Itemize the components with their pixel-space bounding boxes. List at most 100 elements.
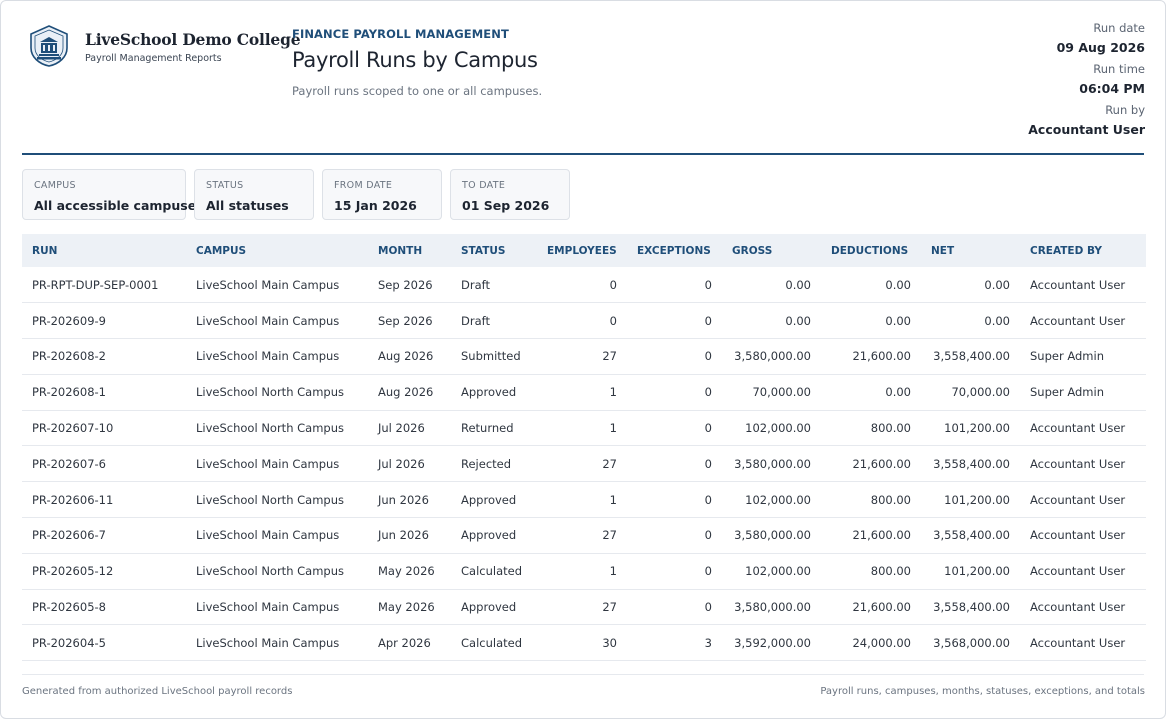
cell-campus: LiveSchool Main Campus	[186, 302, 368, 340]
cell-month: Sep 2026	[368, 267, 451, 304]
column-header-status[interactable]: STATUS	[451, 234, 537, 267]
footer-divider	[22, 674, 1144, 675]
cell-created-by: Accountant User	[1020, 553, 1146, 590]
run-by-value: Accountant User	[1028, 122, 1145, 137]
cell-run-id: PR-202608-1	[22, 374, 186, 411]
report-title-block: FINANCE PAYROLL MANAGEMENT Payroll Runs …	[292, 27, 542, 98]
filter-to-date: TO DATE 01 Sep 2026	[450, 169, 570, 220]
cell-created-by: Accountant User	[1020, 481, 1146, 519]
cell-created-by: Super Admin	[1020, 374, 1146, 411]
cell-run-id: PR-202607-6	[22, 445, 186, 483]
cell-campus: LiveSchool North Campus	[186, 410, 368, 447]
cell-created-by: Accountant User	[1020, 445, 1146, 483]
filter-status-value: All statuses	[206, 198, 289, 213]
cell-status: Rejected	[451, 445, 537, 483]
cell-created-by: Accountant User	[1020, 267, 1146, 304]
cell-month: Jul 2026	[368, 445, 451, 483]
filter-from-date: FROM DATE 15 Jan 2026	[322, 169, 442, 220]
payroll-runs-table: RUN CAMPUS MONTH STATUS EMPLOYEES EXCEPT…	[22, 234, 1146, 662]
cell-campus: LiveSchool Main Campus	[186, 624, 368, 662]
cell-run-id: PR-202605-8	[22, 589, 186, 626]
cell-gross: 3,580,000.00	[722, 338, 821, 375]
column-header-campus[interactable]: CAMPUS	[186, 234, 368, 267]
table-row[interactable]: PR-202606-7 LiveSchool Main Campus Jun 202…	[22, 517, 1146, 554]
table-row[interactable]: PR-202604-5 LiveSchool Main Campus Apr 202…	[22, 624, 1146, 662]
cell-gross: 3,592,000.00	[722, 624, 821, 662]
cell-campus: LiveSchool North Campus	[186, 374, 368, 411]
cell-status: Calculated	[451, 553, 537, 590]
table-row[interactable]: PR-202605-8 LiveSchool Main Campus May 202…	[22, 589, 1146, 626]
cell-employees: 1	[537, 410, 627, 447]
cell-status: Calculated	[451, 624, 537, 662]
cell-campus: LiveSchool Main Campus	[186, 517, 368, 554]
table-row[interactable]: PR-202608-1 LiveSchool North Campus Aug 20…	[22, 374, 1146, 411]
column-header-created-by[interactable]: CREATED BY	[1020, 234, 1146, 267]
cell-month: May 2026	[368, 553, 451, 590]
college-branding: LiveSchool Demo College Payroll Manageme…	[27, 24, 301, 68]
college-subtitle: Payroll Management Reports	[85, 53, 222, 64]
cell-gross: 0.00	[722, 267, 821, 304]
run-time-label: Run time	[1093, 62, 1145, 76]
column-header-exceptions[interactable]: EXCEPTIONS	[627, 234, 722, 267]
cell-run-id: PR-202604-5	[22, 624, 186, 662]
cell-status: Approved	[451, 517, 537, 554]
filter-campus-label: CAMPUS	[34, 180, 76, 191]
cell-created-by: Accountant User	[1020, 517, 1146, 554]
footer-scope-note: Payroll runs, campuses, months, statuses…	[820, 686, 1145, 697]
cell-exceptions: 0	[627, 445, 722, 483]
table-row[interactable]: PR-RPT-DUP-SEP-0001 LiveSchool Main Campu…	[22, 267, 1146, 304]
cell-deductions: 0.00	[821, 302, 921, 340]
table-row[interactable]: PR-202607-10 LiveSchool North Campus Jul 2…	[22, 410, 1146, 447]
school-crest-icon	[30, 25, 68, 67]
cell-exceptions: 0	[627, 553, 722, 590]
college-name: LiveSchool Demo College	[85, 30, 301, 49]
cell-gross: 3,580,000.00	[722, 445, 821, 483]
cell-deductions: 21,600.00	[821, 445, 921, 483]
cell-gross: 3,580,000.00	[722, 589, 821, 626]
filter-from-date-label: FROM DATE	[334, 180, 393, 191]
table-row[interactable]: PR-202606-11 LiveSchool North Campus Jun 2…	[22, 481, 1146, 519]
cell-status: Submitted	[451, 338, 537, 375]
cell-deductions: 0.00	[821, 374, 921, 411]
table-row[interactable]: PR-202605-12 LiveSchool North Campus May 2…	[22, 553, 1146, 590]
cell-gross: 102,000.00	[722, 553, 821, 590]
cell-net: 3,558,400.00	[921, 589, 1020, 626]
filter-to-date-value: 01 Sep 2026	[462, 198, 550, 213]
cell-created-by: Super Admin	[1020, 338, 1146, 375]
column-header-employees[interactable]: EMPLOYEES	[537, 234, 627, 267]
footer-source-note: Generated from authorized LiveSchool pay…	[22, 686, 293, 697]
cell-exceptions: 3	[627, 624, 722, 662]
cell-employees: 1	[537, 374, 627, 411]
cell-gross: 102,000.00	[722, 481, 821, 519]
cell-employees: 1	[537, 553, 627, 590]
run-metadata: Run date 09 Aug 2026 Run time 06:04 PM R…	[1028, 21, 1145, 144]
cell-deductions: 800.00	[821, 553, 921, 590]
table-row[interactable]: PR-202609-9 LiveSchool Main Campus Sep 202…	[22, 302, 1146, 340]
column-header-run[interactable]: RUN	[22, 234, 186, 267]
cell-status: Draft	[451, 267, 537, 304]
cell-status: Approved	[451, 481, 537, 519]
run-date-label: Run date	[1093, 21, 1145, 35]
cell-exceptions: 0	[627, 481, 722, 519]
cell-exceptions: 0	[627, 410, 722, 447]
report-eyebrow: FINANCE PAYROLL MANAGEMENT	[292, 27, 509, 41]
column-header-month[interactable]: MONTH	[368, 234, 451, 267]
table-row[interactable]: PR-202607-6 LiveSchool Main Campus Jul 202…	[22, 445, 1146, 483]
cell-gross: 0.00	[722, 302, 821, 340]
page-description: Payroll runs scoped to one or all campus…	[292, 84, 543, 98]
cell-employees: 1	[537, 481, 627, 519]
column-header-gross[interactable]: GROSS	[722, 234, 821, 267]
column-header-deductions[interactable]: DEDUCTIONS	[821, 234, 921, 267]
cell-employees: 27	[537, 517, 627, 554]
cell-month: Aug 2026	[368, 374, 451, 411]
cell-created-by: Accountant User	[1020, 624, 1146, 662]
filter-campus: CAMPUS All accessible campuses	[22, 169, 204, 220]
page-title: Payroll Runs by Campus	[292, 48, 538, 72]
table-row[interactable]: PR-202608-2 LiveSchool Main Campus Aug 202…	[22, 338, 1146, 375]
cell-net: 101,200.00	[921, 410, 1020, 447]
cell-month: May 2026	[368, 589, 451, 626]
column-header-net[interactable]: NET	[921, 234, 1020, 267]
cell-campus: LiveSchool Main Campus	[186, 338, 368, 375]
cell-net: 101,200.00	[921, 553, 1020, 590]
cell-status: Returned	[451, 410, 537, 447]
